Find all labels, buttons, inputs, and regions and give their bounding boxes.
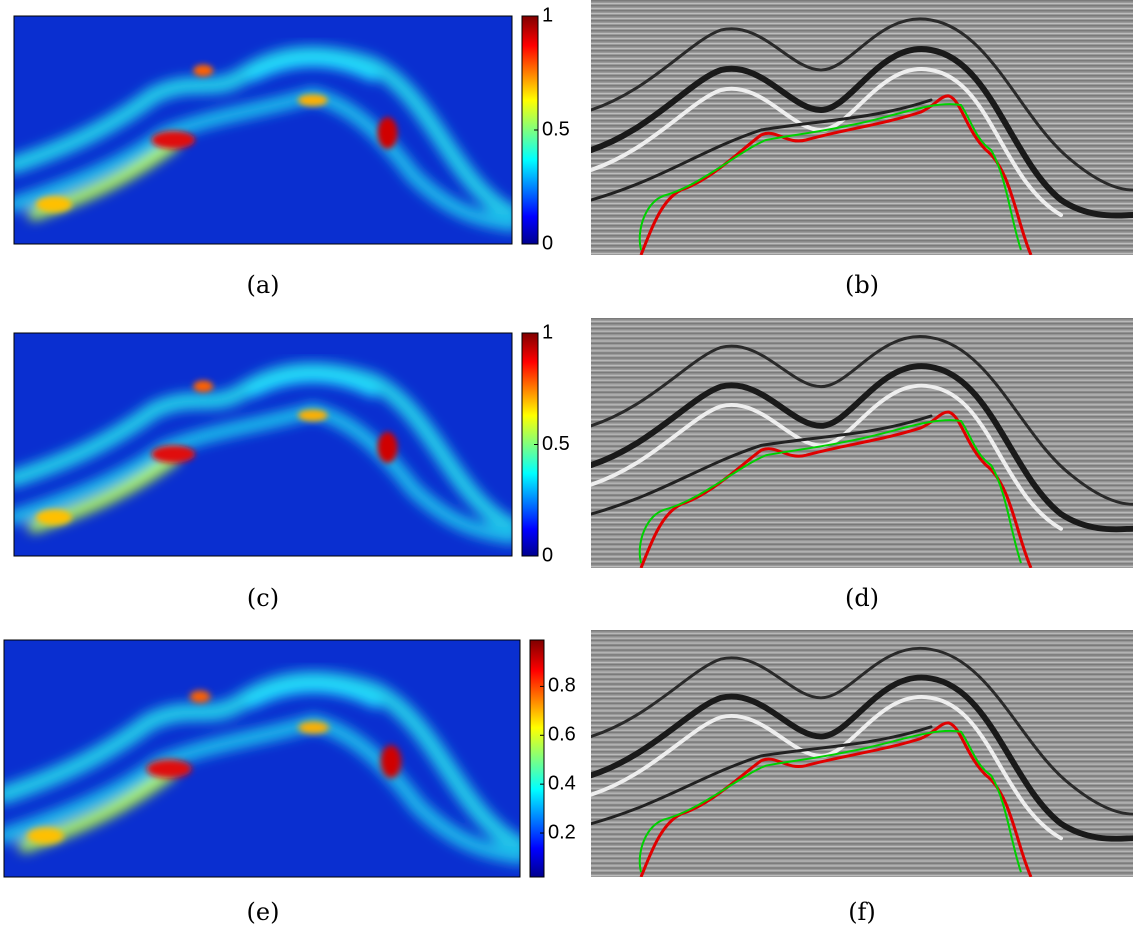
colorbar-tick-label: 0.8 (548, 675, 576, 697)
caption: (d) (845, 584, 879, 612)
colorbar-tick-label: 0 (542, 544, 553, 566)
colorbar-tick-label: 0 (542, 232, 553, 254)
caption: (b) (845, 271, 879, 299)
panels: (a) 0 0.5 1 (b) (c) 0 0.5 1 (d) (e) 0.2 0.4 0.6 0.8 (f) (3, 0, 1133, 926)
caption: (f) (848, 898, 876, 926)
colorbar-tick-label: 0.4 (548, 772, 576, 794)
heatmap-image (14, 16, 512, 244)
image-border (13, 15, 513, 245)
colorbar-tick-label: 0.5 (542, 433, 570, 455)
heatmap-image (14, 333, 512, 556)
colorbar (529, 639, 545, 878)
caption: (c) (247, 584, 279, 612)
colorbar-tick-label: 0.6 (548, 724, 576, 746)
seismic-image (591, 318, 1133, 568)
colorbar-tick-label: 1 (542, 321, 553, 343)
seismic-image (591, 630, 1133, 877)
colorbar-tick-label: 1 (542, 4, 553, 26)
heatmap-image (4, 640, 520, 877)
caption: (e) (247, 898, 280, 926)
colorbar-tick-label: 0.2 (548, 821, 576, 843)
seismic-image (591, 0, 1133, 255)
caption: (a) (246, 271, 279, 299)
image-border (13, 332, 513, 557)
colorbar-tick-label: 0.5 (542, 118, 570, 140)
image-border (3, 639, 521, 878)
